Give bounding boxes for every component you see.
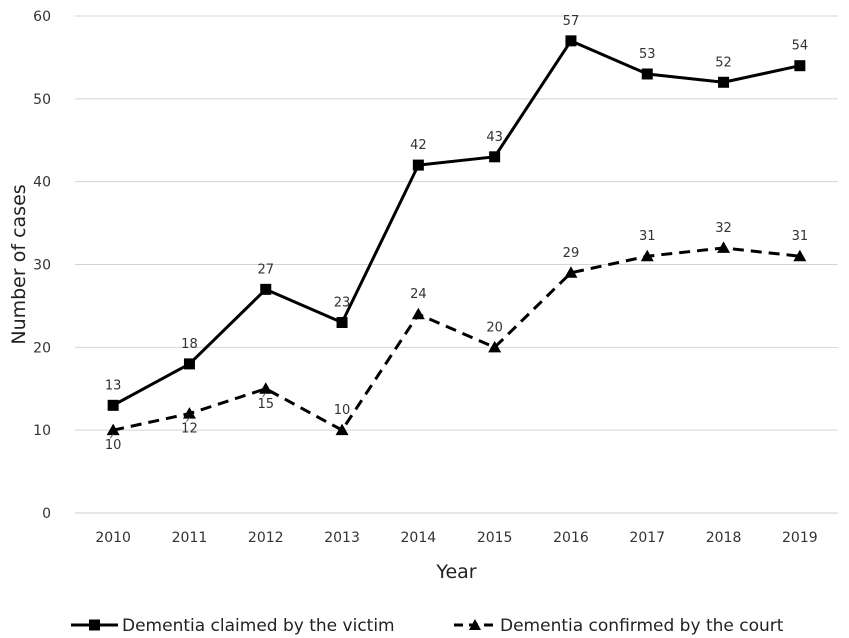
data-point bbox=[488, 340, 502, 353]
x-tick-label: 2015 bbox=[477, 530, 513, 546]
data-label: 32 bbox=[715, 221, 732, 236]
legend-swatch-marker bbox=[89, 619, 100, 631]
data-point bbox=[641, 68, 653, 80]
x-tick-label: 2011 bbox=[172, 530, 208, 546]
x-axis-title: Year bbox=[435, 561, 476, 583]
data-point bbox=[336, 316, 348, 328]
data-point bbox=[564, 266, 578, 278]
y-tick-label: 10 bbox=[33, 423, 51, 439]
data-point bbox=[489, 151, 501, 163]
data-label: 10 bbox=[334, 403, 351, 418]
data-point bbox=[793, 249, 807, 262]
data-point bbox=[794, 60, 806, 72]
data-point bbox=[335, 423, 349, 436]
data-label: 18 bbox=[181, 337, 198, 352]
data-point bbox=[718, 76, 730, 88]
data-point bbox=[260, 283, 272, 295]
label-leader bbox=[186, 417, 190, 422]
legend-item-victim: Dementia claimed by the victim bbox=[71, 616, 395, 636]
series-line-court bbox=[112, 246, 801, 432]
data-label: 53 bbox=[639, 47, 656, 62]
data-point bbox=[107, 399, 119, 411]
legend-label: Dementia claimed by the victim bbox=[122, 616, 395, 636]
data-point bbox=[259, 382, 273, 394]
data-point bbox=[182, 407, 196, 419]
gridlines bbox=[75, 15, 838, 514]
data-point bbox=[412, 159, 424, 171]
y-tick-label: 50 bbox=[33, 92, 51, 108]
x-tick-label: 2012 bbox=[248, 530, 284, 546]
x-tick-label: 2014 bbox=[401, 530, 437, 546]
legend: Dementia claimed by the victim Dementia … bbox=[71, 616, 784, 636]
data-label: 12 bbox=[181, 422, 198, 437]
series-line-victim bbox=[112, 39, 801, 407]
x-tick-label: 2010 bbox=[95, 530, 131, 546]
data-label: 20 bbox=[486, 320, 503, 335]
y-tick-label: 20 bbox=[33, 340, 51, 356]
legend-item-court: Dementia confirmed by the court bbox=[454, 616, 784, 636]
data-label: 27 bbox=[257, 262, 274, 277]
data-point bbox=[183, 358, 195, 370]
data-point bbox=[640, 249, 654, 262]
x-tick-label: 2016 bbox=[553, 530, 589, 546]
y-tick-label: 40 bbox=[33, 175, 51, 191]
y-tick-label: 60 bbox=[33, 9, 51, 25]
data-label: 57 bbox=[563, 14, 580, 29]
label-leader bbox=[109, 433, 114, 439]
data-label: 43 bbox=[486, 130, 503, 145]
data-label: 29 bbox=[563, 246, 580, 261]
x-tick-label: 2018 bbox=[706, 530, 742, 546]
y-tick-label: 30 bbox=[33, 258, 51, 274]
data-label: 31 bbox=[639, 229, 656, 244]
x-tick-label: 2019 bbox=[782, 530, 818, 546]
legend-label: Dementia confirmed by the court bbox=[500, 616, 784, 636]
data-label: 42 bbox=[410, 138, 427, 153]
data-point bbox=[717, 241, 731, 253]
x-tick-label: 2013 bbox=[324, 530, 360, 546]
data-label: 15 bbox=[257, 397, 274, 412]
label-leader bbox=[262, 392, 267, 398]
data-label: 54 bbox=[792, 39, 809, 54]
x-tick-label: 2017 bbox=[629, 530, 665, 546]
data-label: 52 bbox=[715, 55, 732, 70]
data-labels: 13 18 27 23 42 43 57 53 52 54 10 12 15 10 24 20 29 31 32 31 bbox=[105, 14, 808, 453]
series bbox=[106, 35, 807, 436]
y-axis-title: Number of cases bbox=[8, 184, 30, 344]
data-point bbox=[106, 423, 120, 436]
data-point bbox=[411, 307, 425, 320]
legend-swatch-marker bbox=[469, 619, 481, 630]
y-tick-label: 0 bbox=[42, 506, 51, 522]
data-label: 24 bbox=[410, 287, 427, 302]
data-point bbox=[565, 35, 577, 47]
data-label: 31 bbox=[792, 229, 809, 244]
data-label: 23 bbox=[334, 295, 351, 310]
data-label: 13 bbox=[105, 378, 122, 393]
data-label: 10 bbox=[105, 438, 122, 453]
